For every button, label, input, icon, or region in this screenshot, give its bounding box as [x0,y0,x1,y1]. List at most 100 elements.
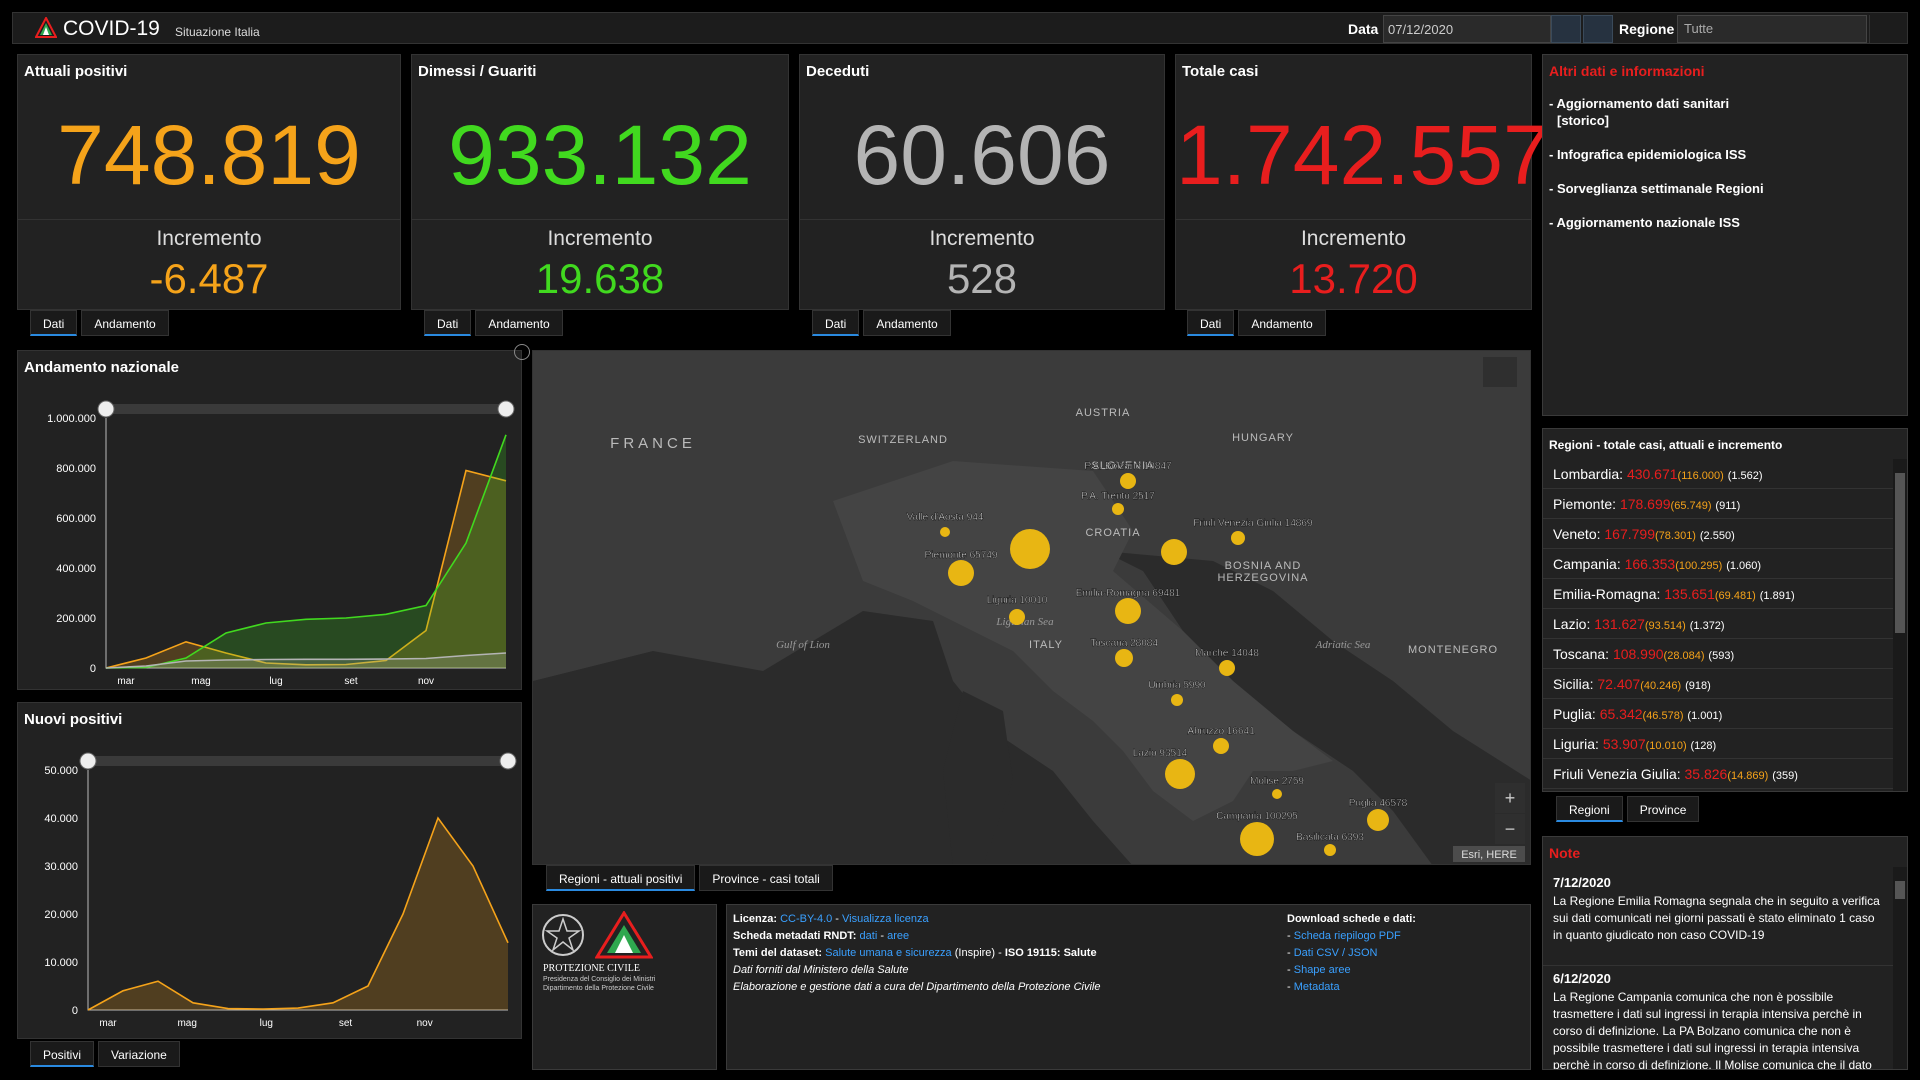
tab-andamento[interactable]: Andamento [475,310,563,336]
region-dot[interactable] [1009,609,1025,625]
tab-andamento[interactable]: Andamento [81,310,169,336]
chart-title: Nuovi positivi [24,711,123,728]
range-slider-track[interactable] [106,404,506,414]
region-dropdown-arrow[interactable] [1869,15,1905,43]
region-dot[interactable] [1231,531,1245,545]
kpi-title: Totale casi [1182,63,1259,80]
map-view[interactable]: FRANCE SWITZERLAND AUSTRIA HUNGARY SLOVENIA C… [532,350,1531,865]
region-map-label: Lazio 93514 [1133,748,1188,759]
tab-andamento[interactable]: Andamento [863,310,951,336]
region-dot[interactable] [1115,598,1141,624]
region-row[interactable]: Piemonte: 178.699(65.749) (911) [1543,489,1893,519]
zoom-out-button[interactable] [1495,814,1525,844]
region-dot[interactable] [1219,660,1235,676]
region-dot[interactable] [1115,649,1133,667]
info-link-iss[interactable]: - Aggiornamento nazionale ISS [1549,215,1740,230]
license-view-link[interactable]: Visualizza licenza [842,913,929,925]
expand-icon[interactable] [514,344,530,360]
region-current: (65.749) [1670,500,1712,512]
region-dot[interactable] [1165,759,1195,789]
theme-link[interactable]: Salute umana e sicurezza [825,947,952,959]
region-dot[interactable] [948,560,974,586]
region-row[interactable]: Lombardia: 430.671(116.000) (1.562) [1543,459,1893,489]
notes-scrollbar[interactable] [1893,867,1907,1069]
region-dot[interactable] [1112,503,1124,515]
range-slider-left-handle[interactable] [97,400,115,418]
region-dot[interactable] [1161,539,1187,565]
range-slider-left-handle[interactable] [79,752,97,770]
region-select[interactable]: Tutte [1677,15,1867,43]
info-link-sorveglianza[interactable]: - Sorveglianza settimanale Regioni [1549,181,1764,196]
map-basemap-button[interactable] [1483,357,1517,387]
protezione-civile-logo-icon [595,911,653,959]
region-dot[interactable] [1010,529,1050,569]
map-svg[interactable]: FRANCE SWITZERLAND AUSTRIA HUNGARY SLOVENIA C… [533,351,1531,865]
tab-province-casi[interactable]: Province - casi totali [699,865,833,891]
date-input[interactable] [1383,15,1551,43]
download-pdf-link[interactable]: Scheda riepilogo PDF [1293,930,1401,942]
region-current: (10.010) [1645,740,1687,752]
tab-dati[interactable]: Dati [812,310,860,336]
range-slider-right-handle[interactable] [497,400,515,418]
region-row[interactable]: Emilia-Romagna: 135.651(69.481) (1.891) [1543,579,1893,609]
region-map-label: Piemonte 65749 [925,550,998,561]
region-dot[interactable] [1367,809,1389,831]
info-link-storico[interactable]: [storico] [1557,113,1609,128]
info-link-aggiornamento[interactable]: - Aggiornamento dati sanitari [1549,96,1730,111]
region-dot[interactable] [1120,473,1136,489]
scroll-thumb[interactable] [1895,473,1905,633]
region-dot[interactable] [1171,694,1183,706]
scroll-thumb[interactable] [1895,881,1905,899]
region-row[interactable]: Sicilia: 72.407(40.246) (918) [1543,669,1893,699]
range-slider-right-handle[interactable] [499,752,517,770]
tab-regioni-attuali[interactable]: Regioni - attuali positivi [546,865,696,891]
zoom-out-icon[interactable]: − [1505,819,1516,839]
kpi-divider [412,219,788,220]
tab-positivi[interactable]: Positivi [30,1041,95,1067]
tab-dati[interactable]: Dati [1187,310,1235,336]
date-next-button[interactable] [1583,15,1613,43]
country-label: SLOVENIA [1091,460,1154,472]
region-row[interactable]: Liguria: 53.907(10.010) (128) [1543,729,1893,759]
tab-variazione[interactable]: Variazione [98,1041,180,1067]
sea-label: Gulf of Lion [776,639,830,651]
license-link[interactable]: CC-BY-4.0 [780,913,833,925]
info-link-infografica[interactable]: - Infografica epidemiologica ISS [1549,147,1747,162]
y-tick-label: 50.000 [44,765,78,777]
tab-andamento[interactable]: Andamento [1238,310,1326,336]
tab-dati[interactable]: Dati [424,310,472,336]
region-increment: (1.891) [1759,590,1795,602]
x-tick-label: mag [177,1018,196,1029]
download-shape-link[interactable]: Shape aree [1293,964,1351,976]
metadata-dati-link[interactable]: dati [859,930,878,942]
region-name: Campania: [1553,556,1621,572]
region-row[interactable]: Puglia: 65.342(46.578) (1.001) [1543,699,1893,729]
tab-regioni[interactable]: Regioni [1556,796,1623,822]
region-map-label: Molise 2759 [1250,776,1304,787]
date-prev-button[interactable] [1551,15,1581,43]
map-tabs: Regioni - attuali positivi Province - ca… [546,865,833,891]
notes-title: Note [1549,845,1581,861]
zoom-in-icon[interactable]: + [1505,788,1516,808]
regions-scrollbar[interactable] [1893,459,1907,791]
tab-province[interactable]: Province [1626,796,1700,822]
region-row[interactable]: Friuli Venezia Giulia: 35.826(14.869) (3… [1543,759,1893,789]
tab-dati[interactable]: Dati [30,310,78,336]
region-total: 178.699 [1619,496,1671,512]
zoom-in-button[interactable] [1495,783,1525,813]
region-dot[interactable] [1324,844,1336,856]
region-row[interactable]: Toscana: 108.990(28.084) (593) [1543,639,1893,669]
region-name: Sicilia: [1553,676,1594,692]
download-metadata-link[interactable]: Metadata [1293,981,1340,993]
metadata-aree-link[interactable]: aree [887,930,910,942]
download-csv-link[interactable]: Dati CSV / JSON [1293,947,1378,959]
region-dot[interactable] [1213,738,1229,754]
range-slider-track[interactable] [88,756,508,766]
region-row[interactable]: Lazio: 131.627(93.514) (1.372) [1543,609,1893,639]
region-dot[interactable] [1272,789,1282,799]
notes-panel: Note 7/12/2020 La Regione Emilia Romagna… [1542,836,1908,1070]
region-row[interactable]: Campania: 166.353(100.295) (1.060) [1543,549,1893,579]
region-dot[interactable] [1240,822,1274,856]
region-row[interactable]: Veneto: 167.799(78.301) (2.550) [1543,519,1893,549]
region-dot[interactable] [940,527,950,537]
